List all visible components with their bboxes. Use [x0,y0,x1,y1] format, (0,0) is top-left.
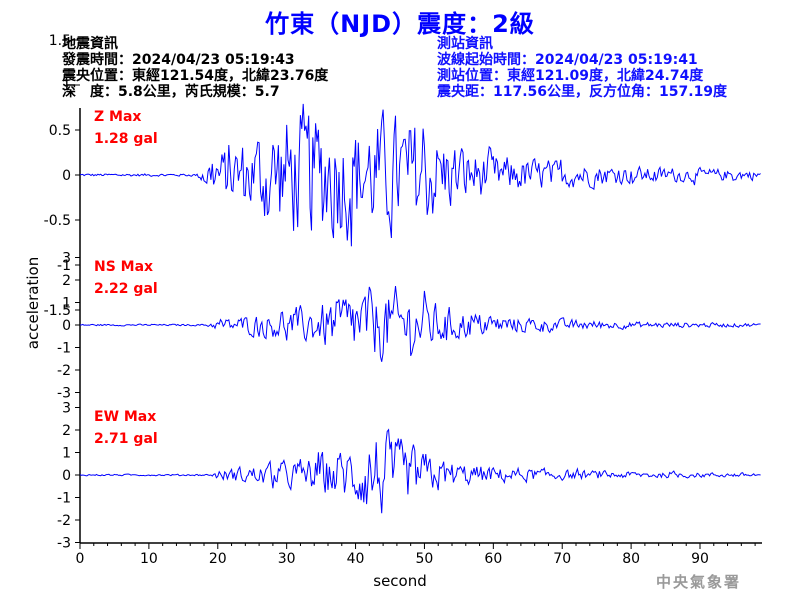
station-info-heading: 測站資訊 [437,36,493,52]
y-tick-label-ew: 1 [62,446,71,462]
max-label-z: Z Max [94,109,141,125]
x-tick-label: 10 [140,551,158,567]
x-tick-label: 70 [553,551,571,567]
max-label-ns: NS Max [94,259,153,275]
x-tick-label: 40 [347,551,365,567]
y-tick-label-ew: 0 [62,468,71,484]
x-tick-label: 50 [416,551,434,567]
y-axis-label: acceleration [24,257,42,349]
waveform-trace-z [80,103,761,247]
epicentral-distance: 震央距：117.56公里，反方位角：157.19度 [437,84,728,100]
y-tick-label-ns: -2 [57,363,71,379]
station-location: 測站位置：東經121.09度，北緯24.74度 [437,68,704,84]
epicenter-location: 震央位置：東經121.54度，北緯23.76度 [62,68,329,84]
y-tick-label-z: 0.5 [49,123,71,139]
y-tick-label-z: 0 [62,168,71,184]
x-tick-label: 0 [76,551,85,567]
station-info: 測站資訊 波線起始時間：2024/04/23 05:19:41 測站位置：東經1… [437,36,727,100]
earthquake-info: 地震資訊 發震時間：2024/04/23 05:19:43 震央位置：東經121… [62,36,328,100]
depth-magnitude: 深 度：5.8公里，芮氏規模：5.7 [62,84,280,100]
chart-title: 竹東（NJD）震度：2級 [265,10,535,38]
max-value-ns: 2.22 gal [94,281,158,297]
y-tick-label-ns: 0 [62,318,71,334]
y-tick-label-ns: -1 [57,341,71,357]
y-tick-label-z: -1 [57,258,71,274]
y-tick-label-z: 1.5 [49,33,71,49]
waveform-trace-ns [79,285,761,362]
agency-watermark: 中央氣象署 [656,573,742,591]
y-tick-label-ns: 1 [62,296,71,312]
x-tick-label: 60 [484,551,502,567]
x-tick-label: 30 [278,551,296,567]
y-tick-label-ns: 3 [62,251,71,267]
y-tick-label-ew: 2 [62,423,71,439]
x-tick-label: 90 [691,551,709,567]
x-axis-label: second [373,572,427,590]
max-value-ew: 2.71 gal [94,431,158,447]
waveform-trace-ew [79,428,761,514]
x-tick-label: 20 [209,551,227,567]
y-tick-label-ew: -1 [57,491,71,507]
y-tick-label-z: 1 [62,78,71,94]
y-tick-label-ns: 2 [62,273,71,289]
max-value-z: 1.28 gal [94,131,158,147]
y-tick-label-ns: -3 [57,386,71,402]
x-tick-label: 80 [622,551,640,567]
y-tick-label-ew: -3 [57,536,71,552]
y-tick-label-z: -1.5 [44,303,71,319]
y-tick-label-z: -0.5 [44,213,71,229]
origin-time: 發震時間：2024/04/23 05:19:43 [62,52,295,68]
y-tick-label-ew: -2 [57,513,71,529]
wave-start-time: 波線起始時間：2024/04/23 05:19:41 [437,52,698,68]
max-label-ew: EW Max [94,409,156,425]
y-tick-label-ew: 3 [62,401,71,417]
